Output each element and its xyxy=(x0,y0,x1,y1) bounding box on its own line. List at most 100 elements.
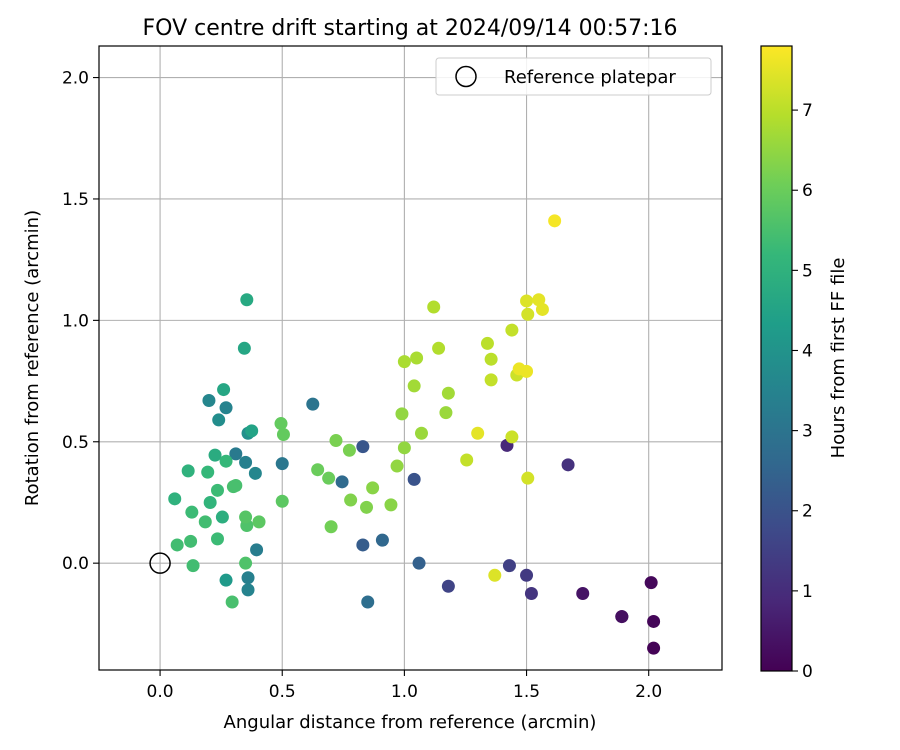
data-point xyxy=(250,543,264,557)
colorbar-tick-label: 3 xyxy=(802,422,813,442)
x-tick-label: 0.5 xyxy=(269,682,296,702)
colorbar-label: Hours from first FF file xyxy=(828,258,849,459)
colorbar-tick-label: 6 xyxy=(802,181,813,201)
data-point xyxy=(561,458,575,472)
data-point xyxy=(441,579,455,593)
data-point xyxy=(505,430,519,444)
colorbar-tick-label: 5 xyxy=(802,261,813,281)
data-point xyxy=(202,393,216,407)
colorbar-tick-label: 4 xyxy=(802,341,813,361)
y-tick-label: 1.5 xyxy=(62,190,89,210)
data-point xyxy=(432,341,446,355)
data-point xyxy=(412,556,426,570)
data-point xyxy=(237,341,251,355)
data-point xyxy=(181,464,195,478)
x-tick-label: 1.5 xyxy=(513,682,540,702)
data-point xyxy=(229,447,243,461)
data-point xyxy=(208,448,222,462)
data-point xyxy=(427,300,441,314)
data-point xyxy=(210,483,224,497)
data-point xyxy=(407,379,421,393)
data-point xyxy=(521,307,535,321)
data-point xyxy=(186,559,200,573)
legend: Reference platepar xyxy=(435,57,712,96)
data-point xyxy=(488,568,502,582)
data-point xyxy=(212,413,226,427)
data-point xyxy=(239,556,253,570)
data-point xyxy=(184,534,198,548)
data-point xyxy=(275,494,289,508)
data-point xyxy=(410,351,424,365)
data-point xyxy=(276,427,290,441)
data-point xyxy=(322,471,336,485)
data-point xyxy=(240,293,254,307)
plot-frame xyxy=(98,45,723,671)
data-point xyxy=(521,471,535,485)
data-point xyxy=(484,352,498,366)
y-tick-label: 1.0 xyxy=(62,311,89,331)
data-point xyxy=(480,336,494,350)
data-point xyxy=(239,510,253,524)
y-tick-label: 0.0 xyxy=(62,554,89,574)
data-points xyxy=(149,214,661,655)
data-point xyxy=(226,480,240,494)
data-point xyxy=(198,515,212,529)
data-point xyxy=(168,492,182,506)
data-point xyxy=(384,498,398,512)
data-point xyxy=(275,457,289,471)
data-point xyxy=(342,443,356,457)
data-point xyxy=(441,386,455,400)
data-point xyxy=(512,362,526,376)
x-axis-label: Angular distance from reference (arcmin) xyxy=(224,712,597,733)
data-point xyxy=(520,294,534,308)
data-point xyxy=(520,568,534,582)
data-point xyxy=(219,454,233,468)
data-point xyxy=(615,610,629,624)
data-point xyxy=(502,559,516,573)
data-point xyxy=(324,520,338,534)
data-point xyxy=(344,493,358,507)
data-point xyxy=(248,466,262,480)
data-point xyxy=(219,401,233,415)
colorbar-ticks: 0 1 2 3 4 5 6 7 xyxy=(792,101,813,682)
data-point xyxy=(460,453,474,467)
data-point xyxy=(397,441,411,455)
data-point xyxy=(217,383,231,397)
data-point xyxy=(535,302,549,316)
data-point xyxy=(397,355,411,369)
y-tick-label: 0.5 xyxy=(62,433,89,453)
colorbar-tick-label: 7 xyxy=(802,101,813,121)
data-point xyxy=(366,481,380,495)
data-point xyxy=(219,573,233,587)
data-point xyxy=(356,538,370,552)
x-tick-label: 0.0 xyxy=(147,682,174,702)
data-point xyxy=(245,424,259,438)
data-point xyxy=(225,595,239,609)
data-point xyxy=(185,505,199,519)
data-point xyxy=(201,465,215,479)
data-point xyxy=(241,583,255,597)
y-tick-label: 2.0 xyxy=(62,69,89,89)
legend-box xyxy=(435,57,712,96)
data-point xyxy=(484,373,498,387)
data-point xyxy=(239,455,253,469)
data-point xyxy=(306,397,320,411)
y-axis-ticks: 0.0 0.5 1.0 1.5 2.0 xyxy=(62,69,99,574)
data-point xyxy=(274,417,288,431)
data-point xyxy=(524,587,538,601)
data-point xyxy=(241,571,255,585)
x-axis-ticks: 0.0 0.5 1.0 1.5 2.0 xyxy=(147,670,662,702)
data-point xyxy=(215,510,229,524)
data-point xyxy=(329,434,343,448)
data-point xyxy=(390,459,404,473)
data-point xyxy=(375,533,389,547)
data-point xyxy=(505,323,519,337)
data-point xyxy=(439,406,453,420)
y-axis-label: Rotation from reference (arcmin) xyxy=(22,210,43,506)
data-point xyxy=(170,538,184,552)
colorbar-scale xyxy=(760,45,793,672)
colorbar-tick-label: 2 xyxy=(802,502,813,522)
data-point xyxy=(548,214,562,228)
colorbar-tick-label: 1 xyxy=(802,582,813,602)
